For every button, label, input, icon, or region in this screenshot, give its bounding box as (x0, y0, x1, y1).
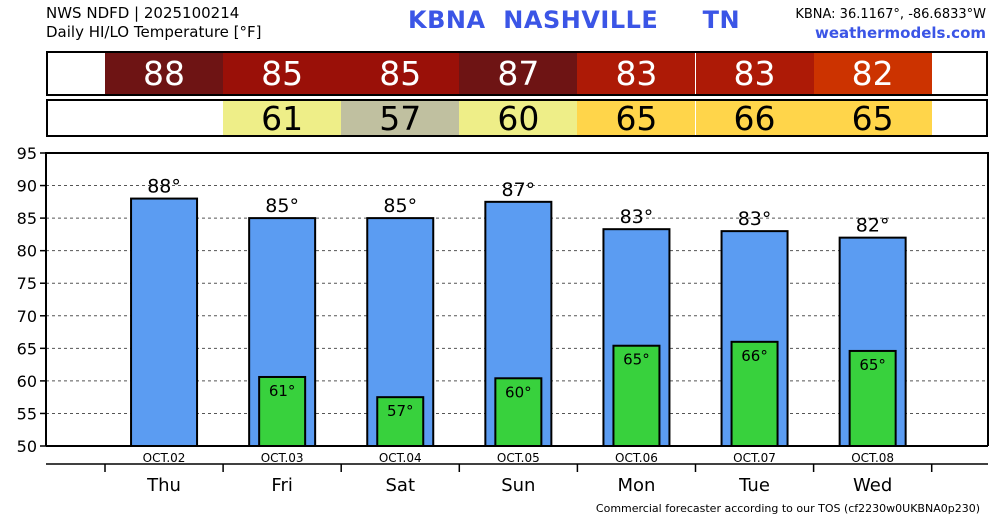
high-temp-cell-4: 87 (459, 53, 578, 94)
coords-label: KBNA: 36.1167°, -86.6833°W (795, 7, 986, 22)
y-tick-label-90: 90 (17, 177, 37, 196)
high-temp-cell-2: 85 (223, 53, 342, 94)
temperature-bar-chart: 50 55 60 65 70 75 80 85 90 95 88° 85° 61° 85° 57° 87° 60… (17, 144, 989, 496)
low-label-tue: 66° (741, 347, 768, 365)
low-temp-cell-4: 60 (459, 99, 578, 138)
y-tick-label-65: 65 (17, 339, 37, 358)
state-name: TN (702, 6, 741, 34)
footer-note: Commercial forecaster according to our T… (595, 502, 980, 515)
day-label-fri: Fri (271, 475, 292, 496)
plot-frame (45, 152, 989, 446)
day-label-sat: Sat (385, 475, 415, 496)
high-temp-cell-5: 83 (577, 53, 696, 94)
high-label-mon: 83° (620, 206, 654, 228)
high-label-sun: 87° (502, 179, 536, 201)
high-label-thu: 88° (147, 176, 181, 198)
low-label-mon: 65° (623, 351, 650, 369)
high-temp-cell-7: 82 (813, 53, 932, 94)
day-label-mon: Mon (617, 475, 655, 496)
low-temp-cell-1 (105, 101, 224, 135)
station-title: KBNA NASHVILLE TN (408, 6, 740, 34)
low-bar-mon (612, 344, 661, 447)
low-temp-cell-7: 65 (813, 99, 932, 138)
low-label-wed: 65° (859, 356, 886, 374)
date-label-7: OCT.08 (851, 451, 894, 465)
y-tick-label-55: 55 (17, 404, 37, 423)
y-tick-label-75: 75 (17, 274, 37, 293)
high-temp-cell-6: 83 (695, 53, 814, 94)
y-tick-label-85: 85 (17, 209, 37, 228)
day-label-wed: Wed (853, 475, 892, 496)
date-label-1: OCT.02 (143, 451, 186, 465)
date-label-6: OCT.07 (733, 451, 776, 465)
low-temp-band: 61 57 60 65 66 65 (46, 99, 988, 138)
day-label-thu: Thu (146, 475, 181, 496)
date-label-5: OCT.06 (615, 451, 658, 465)
low-temp-cell-2: 61 (223, 99, 342, 138)
header-left: NWS NDFD | 2025100214 Daily HI/LO Temper… (46, 4, 262, 42)
source-label: NWS NDFD | 2025100214 (46, 4, 240, 22)
y-tick-label-60: 60 (17, 372, 37, 391)
high-temp-cell-3: 85 (341, 53, 460, 94)
low-label-sun: 60° (505, 383, 532, 401)
date-label-4: OCT.05 (497, 451, 540, 465)
high-label-wed: 82° (856, 215, 890, 237)
y-tick-label-70: 70 (17, 307, 37, 326)
y-tick-label-50: 50 (17, 437, 37, 456)
high-label-sat: 85° (383, 195, 417, 217)
low-label-sat: 57° (387, 402, 414, 420)
low-bar-tue (730, 340, 779, 447)
high-label-fri: 85° (265, 195, 299, 217)
date-label-2: OCT.03 (261, 451, 304, 465)
high-label-tue: 83° (738, 208, 772, 230)
y-tick-label-80: 80 (17, 242, 37, 261)
high-temp-cell-1: 88 (105, 53, 224, 94)
header-right: KBNA: 36.1167°, -86.6833°W weathermodels… (795, 5, 986, 43)
station-id: KBNA (408, 6, 486, 34)
y-tick-label-95: 95 (17, 144, 37, 163)
low-temp-cell-5: 65 (577, 99, 696, 138)
low-temp-cell-6: 66 (695, 99, 814, 138)
city-name: NASHVILLE (503, 6, 659, 34)
product-label: Daily HI/LO Temperature [°F] (46, 23, 262, 41)
day-label-tue: Tue (738, 475, 770, 496)
high-temp-band: 88 85 85 87 83 83 82 (46, 51, 988, 96)
high-bar-thu (130, 197, 199, 448)
low-temp-cell-3: 57 (341, 99, 460, 138)
website-link[interactable]: weathermodels.com (814, 24, 986, 42)
date-label-3: OCT.04 (379, 451, 422, 465)
low-label-fri: 61° (269, 382, 296, 400)
day-label-sun: Sun (501, 475, 535, 496)
low-bar-fri (258, 375, 307, 447)
